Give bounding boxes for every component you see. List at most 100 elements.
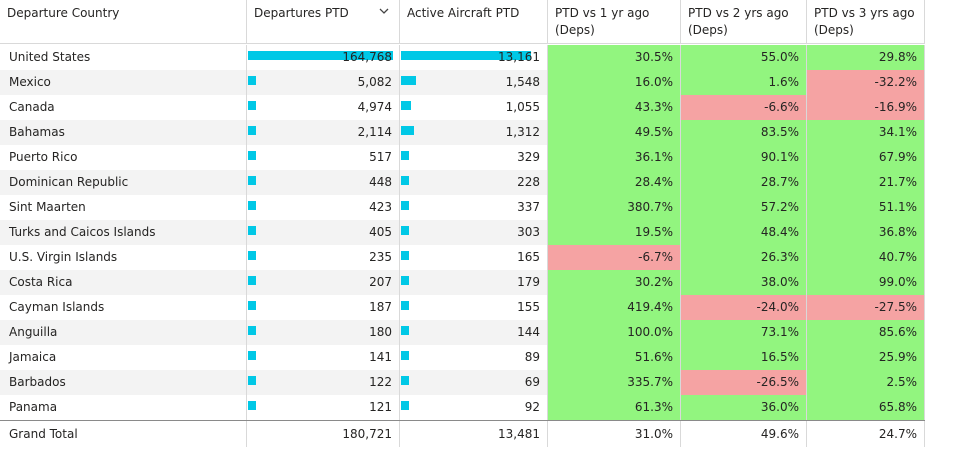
cell-vs3: 51.1% [807, 195, 925, 220]
aircraft-value: 144 [517, 325, 540, 339]
cell-departures: 235 [247, 245, 400, 270]
cell-aircraft: 1,055 [400, 95, 548, 120]
departures-data-bar [248, 51, 393, 60]
cell-aircraft: 1,548 [400, 70, 548, 95]
cell-vs1: 16.0% [548, 70, 681, 95]
cell-vs2: 90.1% [681, 145, 807, 170]
cell-aircraft: 144 [400, 320, 548, 345]
departures-data-bar [248, 326, 256, 335]
cell-vs3: 21.7% [807, 170, 925, 195]
grand-total-row: Grand Total 180,721 13,481 31.0% 49.6% 2… [0, 420, 925, 447]
departures-data-bar [248, 276, 256, 285]
cell-vs2: -6.6% [681, 95, 807, 120]
cell-vs3: 85.6% [807, 320, 925, 345]
aircraft-value: 13,161 [498, 50, 540, 64]
cell-country: Anguilla [0, 320, 247, 345]
cell-vs3: -27.5% [807, 295, 925, 320]
cell-vs3: 25.9% [807, 345, 925, 370]
cell-vs2: -24.0% [681, 295, 807, 320]
table-row[interactable]: Sint Maarten 423 337 380.7% 57.2% 51.1% [0, 195, 925, 220]
table-row[interactable]: U.S. Virgin Islands 235 165 -6.7% 26.3% 40.7% [0, 245, 925, 270]
aircraft-data-bar [401, 201, 409, 210]
cell-vs3: 65.8% [807, 395, 925, 420]
cell-aircraft: 155 [400, 295, 548, 320]
chevron-down-icon[interactable] [379, 6, 389, 16]
table-row[interactable]: Bahamas 2,114 1,312 49.5% 83.5% 34.1% [0, 120, 925, 145]
table-row[interactable]: United States 164,768 13,161 30.5% 55.0% 29.8… [0, 45, 925, 70]
departures-data-bar [248, 101, 256, 110]
cell-aircraft: 1,312 [400, 120, 548, 145]
departures-data-bar [248, 351, 256, 360]
cell-aircraft: 337 [400, 195, 548, 220]
table-row[interactable]: Barbados 122 69 335.7% -26.5% 2.5% [0, 370, 925, 395]
column-header-ptd-vs-3-yrs[interactable]: PTD vs 3 yrs ago (Deps) [807, 0, 925, 44]
cell-country: Cayman Islands [0, 295, 247, 320]
cell-vs3: 40.7% [807, 245, 925, 270]
aircraft-value: 89 [524, 350, 540, 364]
departures-value: 187 [369, 300, 392, 314]
column-header-departure-country[interactable]: Departure Country [0, 0, 247, 44]
column-header-ptd-vs-1-yr[interactable]: PTD vs 1 yr ago (Deps) [548, 0, 681, 44]
aircraft-data-bar [401, 151, 409, 160]
cell-departures: 5,082 [247, 70, 400, 95]
cell-vs1: 36.1% [548, 145, 681, 170]
departures-value: 4,974 [357, 100, 392, 114]
table-row[interactable]: Puerto Rico 517 329 36.1% 90.1% 67.9% [0, 145, 925, 170]
column-header-departures-ptd[interactable]: Departures PTD [247, 0, 400, 44]
table-row[interactable]: Anguilla 180 144 100.0% 73.1% 85.6% [0, 320, 925, 345]
aircraft-data-bar [401, 226, 409, 235]
aircraft-value: 179 [517, 275, 540, 289]
table-row[interactable]: Panama 121 92 61.3% 36.0% 65.8% [0, 395, 925, 420]
cell-aircraft: 179 [400, 270, 548, 295]
aircraft-data-bar [401, 401, 409, 410]
vertical-scrollbar[interactable] [925, 0, 955, 450]
cell-vs2: 36.0% [681, 395, 807, 420]
aircraft-value: 228 [517, 175, 540, 189]
aircraft-value: 155 [517, 300, 540, 314]
table-row[interactable]: Cayman Islands 187 155 419.4% -24.0% -27.5% [0, 295, 925, 320]
table-row[interactable]: Dominican Republic 448 228 28.4% 28.7% 21.7% [0, 170, 925, 195]
grand-total-departures: 180,721 [247, 421, 400, 447]
aircraft-value: 165 [517, 250, 540, 264]
cell-vs1: -6.7% [548, 245, 681, 270]
column-header-label: Departures PTD [254, 6, 349, 20]
aircraft-data-bar [401, 126, 414, 135]
cell-vs2: 16.5% [681, 345, 807, 370]
departures-data-bar [248, 226, 256, 235]
cell-vs3: -32.2% [807, 70, 925, 95]
table-row[interactable]: Mexico 5,082 1,548 16.0% 1.6% -32.2% [0, 70, 925, 95]
departures-data-bar [248, 401, 256, 410]
aircraft-data-bar [401, 251, 409, 260]
cell-country: Dominican Republic [0, 170, 247, 195]
column-header-active-aircraft-ptd[interactable]: Active Aircraft PTD [400, 0, 548, 44]
column-header-ptd-vs-2-yrs[interactable]: PTD vs 2 yrs ago (Deps) [681, 0, 807, 44]
cell-vs1: 19.5% [548, 220, 681, 245]
cell-vs1: 419.4% [548, 295, 681, 320]
cell-departures: 423 [247, 195, 400, 220]
cell-vs1: 100.0% [548, 320, 681, 345]
departures-value: 122 [369, 375, 392, 389]
cell-vs1: 30.5% [548, 45, 681, 70]
aircraft-data-bar [401, 51, 531, 60]
column-header-label: PTD vs 3 yrs ago (Deps) [814, 6, 915, 37]
departures-value: 180 [369, 325, 392, 339]
departures-data-bar [248, 151, 256, 160]
departures-data-bar [248, 251, 256, 260]
table-row[interactable]: Turks and Caicos Islands 405 303 19.5% 48.4%… [0, 220, 925, 245]
aircraft-value: 1,055 [505, 100, 540, 114]
cell-departures: 122 [247, 370, 400, 395]
table-row[interactable]: Canada 4,974 1,055 43.3% -6.6% -16.9% [0, 95, 925, 120]
table-row[interactable]: Jamaica 141 89 51.6% 16.5% 25.9% [0, 345, 925, 370]
grand-total-vs-1yr: 31.0% [548, 421, 681, 447]
cell-vs3: 99.0% [807, 270, 925, 295]
cell-aircraft: 329 [400, 145, 548, 170]
aircraft-data-bar [401, 276, 409, 285]
cell-vs2: 55.0% [681, 45, 807, 70]
table-row[interactable]: Costa Rica 207 179 30.2% 38.0% 99.0% [0, 270, 925, 295]
cell-country: Sint Maarten [0, 195, 247, 220]
cell-vs2: 57.2% [681, 195, 807, 220]
departures-data-bar [248, 301, 256, 310]
departures-value: 141 [369, 350, 392, 364]
cell-vs1: 335.7% [548, 370, 681, 395]
grand-total-aircraft: 13,481 [400, 421, 548, 447]
